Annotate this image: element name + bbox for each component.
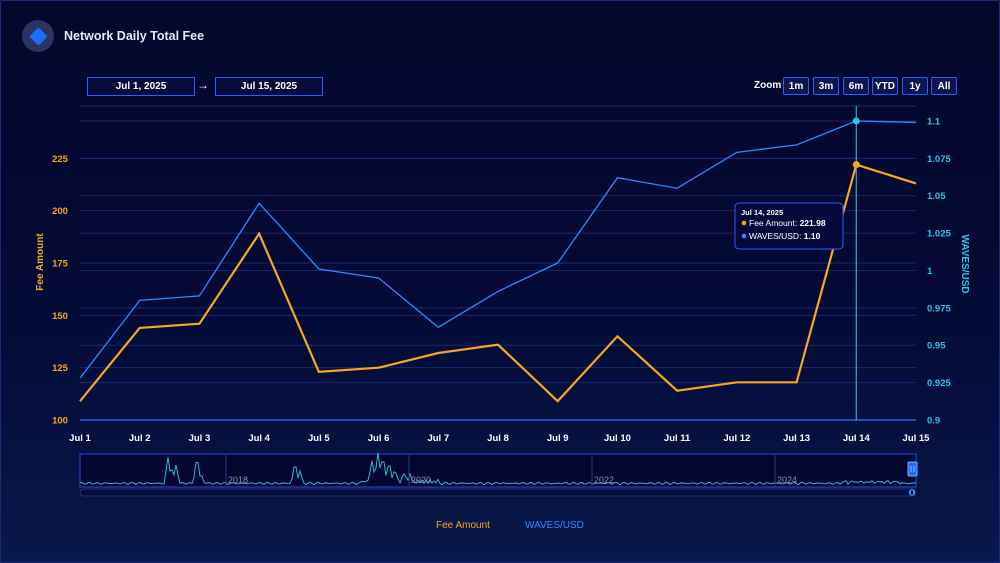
date-range-arrow-icon: → [197,78,209,92]
left-axis-ticks: 100 125 150 175 200 225 [52,154,69,427]
tooltip: Jul 14, 2025 Fee Amount: 221.98 WAVES/US… [734,202,844,250]
x-tick-label: Jul 9 [547,433,569,444]
tooltip-fee-row: Fee Amount: 221.98 [749,218,826,228]
tooltip-fee-dot [741,220,747,226]
data-points [852,117,860,169]
x-tick-label: Jul 13 [783,433,810,444]
navigator-scrollbar-handle-label: 0 [910,489,915,498]
tooltip-price-value: 1.10 [804,231,821,241]
date-from-input[interactable]: Jul 1, 2025 [87,77,195,96]
tooltip-fee-colon: : [795,218,800,228]
navigator-series-line [79,452,917,486]
grid-lines [80,105,916,421]
x-tick-label: Jul 10 [604,433,631,444]
left-tick-label: 100 [52,416,68,427]
x-tick-label: Jul 3 [189,433,211,444]
right-axis-ticks: 0.9 0.925 0.95 0.975 1 1.025 1.05 1.075 1.1 [927,116,951,426]
zoom-ytd-button[interactable]: YTD [872,77,898,95]
x-tick-label: Jul 14 [843,433,871,444]
tooltip-price-colon: : [799,231,804,241]
right-tick-label: 0.975 [927,303,951,314]
navigator-scrollbar-track[interactable] [79,488,917,497]
left-tick-label: 125 [52,363,69,374]
right-tick-label: 0.925 [927,378,951,389]
tooltip-fee-label: Fee Amount [749,218,795,228]
x-tick-label: Jul 8 [487,433,509,444]
legend-waves-usd[interactable]: WAVES/USD [525,520,584,531]
left-tick-label: 150 [52,311,68,322]
x-axis-ticks: Jul 1 Jul 2 Jul 3 Jul 4 Jul 5 Jul 6 Jul 7 Jul 8… [69,433,930,444]
tooltip-price-label: WAVES/USD [749,231,799,241]
zoom-1m-button[interactable]: 1m [783,77,809,95]
navigator-handle[interactable] [907,461,918,477]
navigator-year-2020: 2020 [411,475,431,485]
right-axis-label: WAVES/USD [959,234,970,293]
waves-diamond-icon [22,20,54,52]
right-tick-label: 1 [927,266,933,277]
highlight-point-price [852,117,860,125]
right-tick-label: 1.05 [927,191,946,202]
x-tick-label: Jul 11 [664,433,691,444]
navigator-year-2024: 2024 [777,475,797,485]
zoom-1y-button[interactable]: 1y [902,77,928,95]
navigator[interactable]: 2018 2020 2022 2024 0 [79,452,918,498]
tooltip-price-dot [741,233,747,239]
right-tick-label: 0.9 [927,416,940,427]
x-tick-label: Jul 15 [903,433,931,444]
left-tick-label: 225 [52,154,69,165]
left-tick-label: 200 [52,206,68,217]
tooltip-fee-value: 221.98 [800,218,826,228]
legend-fee-amount[interactable]: Fee Amount [436,520,490,531]
x-tick-label: Jul 7 [427,433,449,444]
left-tick-label: 175 [52,259,69,270]
chart-title: Network Daily Total Fee [64,29,205,43]
x-tick-label: Jul 5 [308,433,330,444]
x-tick-label: Jul 12 [723,433,750,444]
right-tick-label: 0.95 [927,341,946,352]
series-line-waves-usd [79,120,917,379]
navigator-scrollbar-end[interactable] [908,489,916,496]
zoom-6m-button[interactable]: 6m [843,77,869,95]
navigator-year-2018: 2018 [228,475,248,485]
x-tick-label: Jul 4 [248,433,270,444]
chart-header: Network Daily Total Fee [22,20,204,52]
x-tick-label: Jul 2 [129,433,151,444]
zoom-3m-button[interactable]: 3m [813,77,839,95]
navigator-background [79,453,917,488]
tooltip-date: Jul 14, 2025 [741,208,783,217]
highlight-point-fee [852,161,860,169]
left-axis-label: Fee Amount [35,233,46,291]
right-tick-label: 1.075 [927,154,951,165]
x-tick-label: Jul 6 [368,433,390,444]
navigator-year-2022: 2022 [594,475,614,485]
right-tick-label: 1.1 [927,116,941,127]
date-to-input[interactable]: Jul 15, 2025 [215,77,323,96]
right-tick-label: 1.025 [927,229,951,240]
zoom-label: Zoom [754,80,782,91]
tooltip-price-row: WAVES/USD: 1.10 [749,231,821,241]
x-tick-label: Jul 1 [69,433,91,444]
series-line-fee-amount [79,163,917,403]
zoom-all-button[interactable]: All [931,77,957,95]
